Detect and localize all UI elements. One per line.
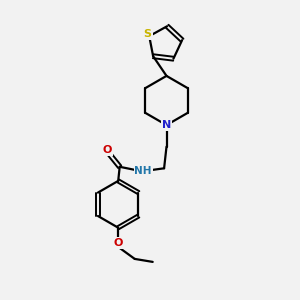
Text: N: N bbox=[162, 120, 171, 130]
Text: NH: NH bbox=[134, 166, 152, 176]
Text: O: O bbox=[102, 145, 112, 155]
Text: O: O bbox=[113, 238, 123, 248]
Text: S: S bbox=[144, 29, 152, 39]
